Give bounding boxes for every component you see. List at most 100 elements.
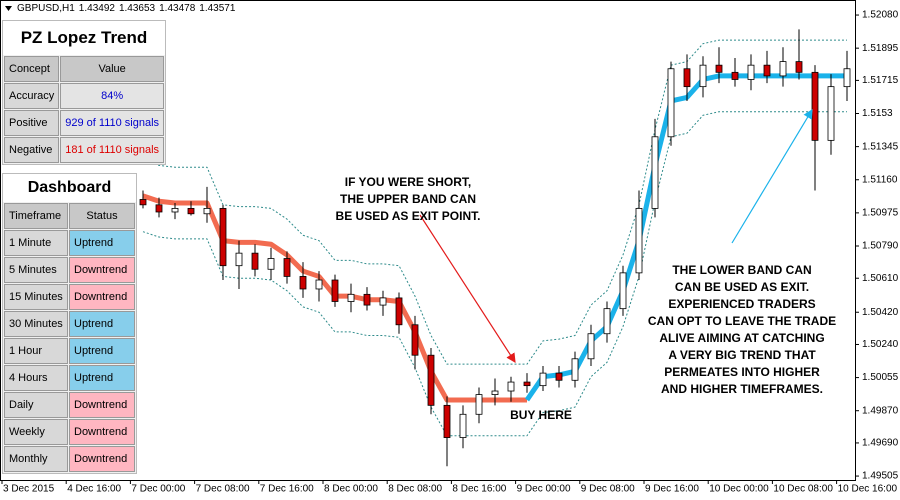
cell: 84% <box>60 83 165 109</box>
cell: Daily <box>4 392 68 418</box>
cell: 181 of 1110 signals <box>60 137 165 163</box>
annotation: EXPERIENCED TRADERS <box>668 297 815 311</box>
symbol: GBPUSD,H1 <box>17 3 75 14</box>
header-row: Timeframe Status <box>4 203 135 229</box>
panel-title: PZ Lopez Trend <box>3 21 165 55</box>
x-tick-label: 8 Dec 00:00 <box>324 484 378 495</box>
x-tick-label: 8 Dec 08:00 <box>388 484 442 495</box>
row: 4 Hours Uptrend <box>4 365 135 391</box>
annotation: BE USED AS EXIT POINT. <box>336 209 481 223</box>
x-tick-label: 4 Dec 16:00 <box>67 484 121 495</box>
x-tick-label: 9 Dec 16:00 <box>645 484 699 495</box>
candle-body <box>507 381 515 392</box>
cell: Downtrend <box>69 392 135 418</box>
quote: 1.43571 <box>199 3 236 14</box>
quote: 1.43478 <box>159 3 196 14</box>
dashboard-panel: Dashboard Timeframe Status 1 Minute Uptrend… <box>2 173 137 474</box>
candle-body <box>283 258 291 277</box>
candle-body <box>139 199 147 206</box>
header-cell: Timeframe <box>4 203 68 229</box>
annotation: CAN BE USED AS EXIT. <box>675 280 809 294</box>
y-tick-label: 1.50420 <box>862 307 899 318</box>
stats-panel: PZ Lopez Trend Concept Value Accuracy 84% Po… <box>2 20 166 165</box>
annotation: THE LOWER BAND CAN <box>672 263 811 277</box>
x-tick-label: 9 Dec 00:00 <box>517 484 571 495</box>
candle-body <box>795 61 803 73</box>
cell: Downtrend <box>69 446 135 472</box>
cell: Downtrend <box>69 284 135 310</box>
candle-body <box>235 252 243 267</box>
y-tick-label: 1.52080 <box>862 10 899 21</box>
row: 1 Hour Uptrend <box>4 338 135 364</box>
x-tick-label: 3 Dec 2015 <box>3 484 55 495</box>
cell: 4 Hours <box>4 365 68 391</box>
candle-body <box>315 279 323 290</box>
stats-table: Concept Value Accuracy 84% Positive 929 of 11… <box>3 55 165 164</box>
annotation: A VERY BIG TREND THAT <box>668 348 816 362</box>
menu-icon <box>5 5 12 11</box>
candle-body <box>347 293 355 302</box>
cell: Weekly <box>4 419 68 445</box>
candle-body <box>635 207 643 274</box>
annotation: ALIVE AIMING AT CATCHING <box>659 331 824 345</box>
x-tick-label: 8 Dec 16:00 <box>452 484 506 495</box>
x-tick-label: 7 Dec 00:00 <box>131 484 185 495</box>
candle-body <box>251 252 259 270</box>
candle-body <box>827 86 835 141</box>
row: Daily Downtrend <box>4 392 135 418</box>
row: Accuracy 84% <box>4 83 165 109</box>
candle-body <box>603 308 611 335</box>
x-tick-label: 7 Dec 16:00 <box>260 484 314 495</box>
candle-body <box>363 293 371 306</box>
cell: Accuracy <box>4 83 60 109</box>
annotation: PERMEATES INTO HIGHER <box>664 365 820 379</box>
candle-body <box>683 68 691 88</box>
cell: 5 Minutes <box>4 257 68 283</box>
candle-body <box>443 404 451 438</box>
candle-body <box>187 207 195 215</box>
cell: Downtrend <box>69 257 135 283</box>
candle-body <box>459 413 467 438</box>
candle-body <box>747 64 755 80</box>
candle-body <box>587 333 595 360</box>
quote: 1.43492 <box>78 3 115 14</box>
candle-body <box>731 71 739 80</box>
header-row: Concept Value <box>4 56 165 82</box>
cell: 15 Minutes <box>4 284 68 310</box>
x-tick-label: 10 Dec 16:00 <box>838 484 898 495</box>
candle-body <box>219 207 227 267</box>
quote: 1.43653 <box>118 3 156 14</box>
annotation: IF YOU WERE SHORT, <box>345 175 471 189</box>
candle-body <box>491 390 499 395</box>
dashboard-table: Timeframe Status 1 Minute Uptrend 5 Minutes D… <box>3 202 136 473</box>
header-cell: Concept <box>4 56 60 82</box>
row: Positive 929 of 1110 signals <box>4 110 165 136</box>
x-tick-label: 10 Dec 00:00 <box>709 484 769 495</box>
candle-body <box>811 71 819 141</box>
candle-body <box>411 324 419 356</box>
candle-body <box>395 297 403 326</box>
row: 15 Minutes Downtrend <box>4 284 135 310</box>
y-tick-label: 1.50790 <box>862 241 899 252</box>
y-tick-label: 1.50975 <box>862 208 899 219</box>
candle-body <box>619 272 627 310</box>
candle-body <box>331 279 339 302</box>
candle-body <box>715 64 723 73</box>
row: 5 Minutes Downtrend <box>4 257 135 283</box>
candle-body <box>171 207 179 213</box>
header-cell: Status <box>69 203 135 229</box>
candle-body <box>779 61 787 77</box>
y-tick-label: 1.51345 <box>862 141 899 152</box>
band-line <box>142 39 847 365</box>
candle-body <box>299 276 307 290</box>
y-tick-label: 1.51895 <box>862 43 899 54</box>
row: 30 Minutes Uptrend <box>4 311 135 337</box>
cell: 929 of 1110 signals <box>60 110 165 136</box>
panel-title: Dashboard <box>3 174 136 202</box>
row: Negative 181 of 1110 signals <box>4 137 165 163</box>
candle-body <box>555 372 563 381</box>
candle-body <box>651 136 659 209</box>
band-line <box>142 111 847 437</box>
